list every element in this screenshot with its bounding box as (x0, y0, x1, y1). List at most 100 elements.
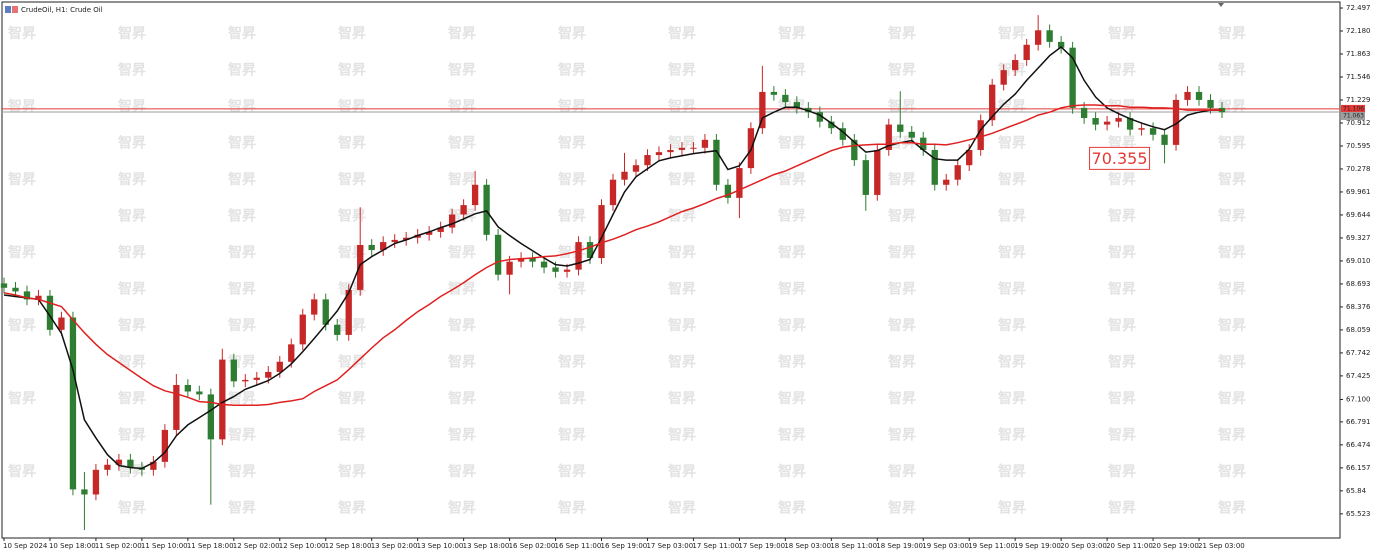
watermark: 智昇 (337, 208, 366, 225)
watermark: 智昇 (447, 354, 476, 371)
candle-body (0, 283, 8, 288)
watermark: 智昇 (557, 98, 586, 115)
moving-average (3, 104, 1222, 407)
watermark: 智昇 (887, 390, 916, 407)
watermark: 智昇 (117, 354, 146, 371)
x-tick-label: 11 Sep 02:00 (95, 542, 142, 550)
candle-body (1057, 41, 1065, 48)
candle-body (437, 227, 444, 232)
candle-body (759, 91, 766, 129)
y-tick-label: 72.180 (1346, 27, 1371, 35)
watermark: 智昇 (557, 135, 586, 152)
watermark: 智昇 (227, 500, 256, 517)
watermark: 智昇 (447, 25, 476, 42)
watermark: 智昇 (557, 500, 586, 517)
watermark: 智昇 (557, 281, 586, 298)
watermark: 智昇 (1107, 354, 1136, 371)
watermark: 智昇 (557, 25, 586, 42)
watermark: 智昇 (887, 25, 916, 42)
candle-body (184, 384, 192, 392)
candle-body (1161, 134, 1168, 145)
watermark: 智昇 (117, 500, 146, 517)
y-tick-label: 69.961 (1346, 188, 1371, 196)
y-tick-label: 69.010 (1346, 257, 1371, 265)
watermark: 智昇 (777, 500, 806, 517)
candle-body (782, 94, 789, 103)
x-tick-label: 11 Sep 18:00 (187, 542, 234, 550)
watermark: 智昇 (117, 244, 146, 261)
watermark: 智昇 (777, 427, 806, 444)
y-tick-label: 69.327 (1346, 234, 1371, 242)
y-tick-label: 71.229 (1346, 96, 1371, 104)
candle-body (35, 295, 42, 300)
watermark: 智昇 (667, 244, 696, 261)
candle-body (989, 84, 996, 121)
watermark: 智昇 (447, 427, 476, 444)
x-tick-label: 17 Sep 19:00 (738, 542, 785, 550)
watermark: 智昇 (117, 25, 146, 42)
watermark: 智昇 (7, 390, 36, 407)
candle-body (471, 184, 479, 206)
candle-body (943, 179, 950, 185)
candle-body (552, 267, 559, 272)
chart-title: CrudeOil, H1: Crude Oil (21, 6, 103, 14)
candle-body (931, 149, 938, 185)
candle-body (425, 231, 433, 235)
y-tick-label: 67.742 (1346, 349, 1371, 357)
candle-body (575, 242, 582, 270)
candle-body (1000, 70, 1007, 85)
watermark: 智昇 (997, 463, 1026, 480)
candle-body (311, 299, 318, 315)
candle-body (483, 184, 490, 235)
price-label: 71.106 (1343, 105, 1364, 112)
watermark: 智昇 (337, 463, 366, 480)
watermark: 智昇 (1107, 25, 1136, 42)
watermark: 智昇 (447, 500, 476, 517)
watermark: 智昇 (447, 281, 476, 298)
watermark: 智昇 (7, 244, 36, 261)
watermark: 智昇 (447, 244, 476, 261)
y-tick-label: 72.497 (1346, 4, 1371, 12)
watermark: 智昇 (227, 427, 256, 444)
candle-body (230, 359, 237, 382)
watermark: 智昇 (117, 317, 146, 334)
x-tick-label: 21 Sep 03:00 (1198, 542, 1245, 550)
watermark: 智昇 (777, 25, 806, 42)
candle-body (1195, 91, 1203, 100)
watermark: 智昇 (997, 427, 1026, 444)
watermark: 智昇 (1107, 208, 1136, 225)
watermark: 智昇 (117, 62, 146, 79)
watermark: 智昇 (997, 281, 1026, 298)
watermark: 智昇 (337, 354, 366, 371)
scroll-marker (1218, 3, 1224, 7)
watermark: 智昇 (7, 98, 36, 115)
watermark: 智昇 (337, 135, 366, 152)
watermark: 智昇 (557, 317, 586, 334)
candle-body (862, 160, 869, 195)
watermark: 智昇 (227, 62, 256, 79)
watermark: 智昇 (777, 244, 806, 261)
y-tick-label: 71.863 (1346, 50, 1371, 58)
candle-body (828, 121, 835, 129)
candle-body (23, 291, 31, 300)
watermark: 智昇 (227, 244, 256, 261)
watermark: 智昇 (887, 62, 916, 79)
watermark: 智昇 (667, 463, 696, 480)
candle-body (1069, 47, 1076, 108)
candle-body (586, 242, 594, 259)
candle-body (678, 147, 686, 150)
candle-body (1092, 118, 1099, 125)
y-tick-label: 66.157 (1346, 464, 1371, 472)
candle-body (219, 359, 226, 440)
x-tick-label: 20 Sep 19:00 (1152, 542, 1199, 550)
watermark: 智昇 (1217, 427, 1246, 444)
candle-body (736, 168, 743, 198)
candle-body (529, 258, 536, 262)
candle-body (1103, 121, 1111, 125)
candle-body (1172, 99, 1180, 145)
x-tick-label: 20 Sep 11:00 (1106, 542, 1153, 550)
x-tick-label: 17 Sep 03:00 (646, 542, 693, 550)
watermark: 智昇 (1107, 171, 1136, 188)
watermark: 智昇 (337, 25, 366, 42)
